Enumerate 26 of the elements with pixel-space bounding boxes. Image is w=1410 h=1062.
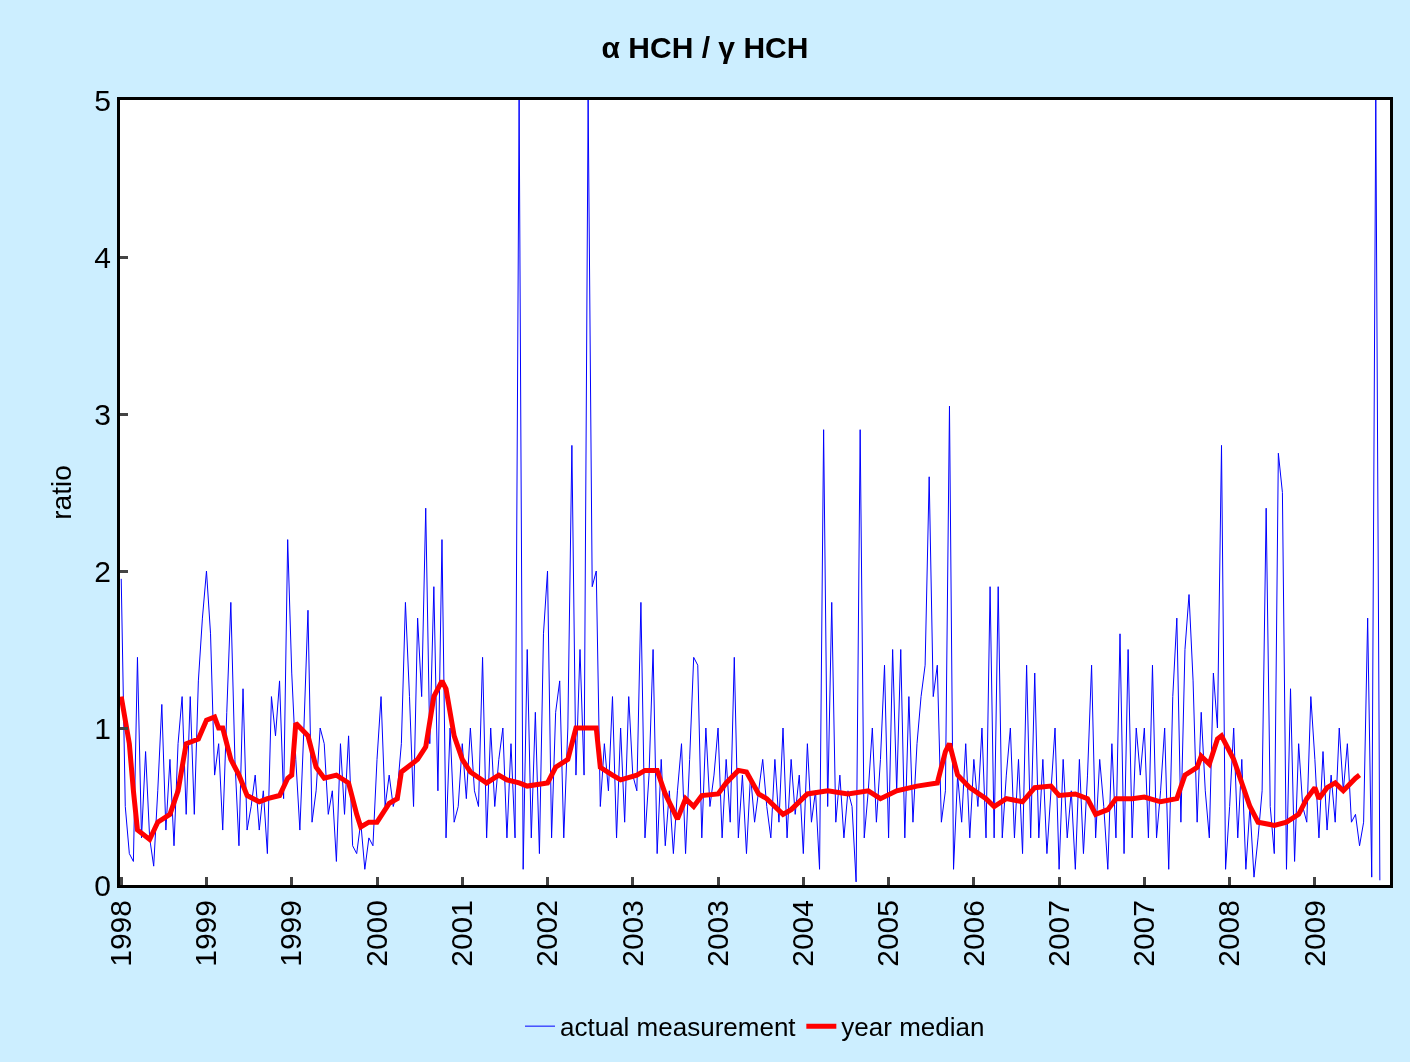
x-tick-label: 2003	[700, 900, 734, 967]
x-tick-label: 2005	[871, 900, 905, 967]
y-tick-label: 4	[94, 240, 111, 274]
x-tick-label: 2004	[786, 900, 820, 967]
x-tick-label: 1998	[103, 900, 137, 967]
y-tick-label: 5	[94, 83, 111, 117]
x-tick-label: 2007	[1041, 900, 1075, 967]
y-tick-label: 1	[94, 711, 111, 745]
y-tick-label: 0	[94, 868, 111, 902]
x-tick-label: 2007	[1127, 900, 1161, 967]
y-tick-label: 3	[94, 397, 111, 431]
y-axis-title: ratio	[46, 465, 78, 520]
x-tick-label: 2002	[530, 900, 564, 967]
x-tick-label: 2003	[615, 900, 649, 967]
x-tick-label: 2009	[1297, 900, 1331, 967]
y-tick-label: 2	[94, 554, 111, 588]
legend-label: actual measurement	[560, 1012, 797, 1043]
chart-title: α HCH / γ HCH	[601, 31, 809, 65]
x-tick-label: 2008	[1212, 900, 1246, 967]
x-tick-label: 1999	[189, 900, 223, 967]
x-tick-label: 1999	[274, 900, 308, 967]
line-series	[120, 100, 1381, 883]
x-tick-label: 2001	[445, 900, 479, 967]
x-tick-label: 2000	[359, 900, 393, 967]
x-tick-label: 2006	[956, 900, 990, 967]
legend-label: year median	[841, 1012, 985, 1043]
